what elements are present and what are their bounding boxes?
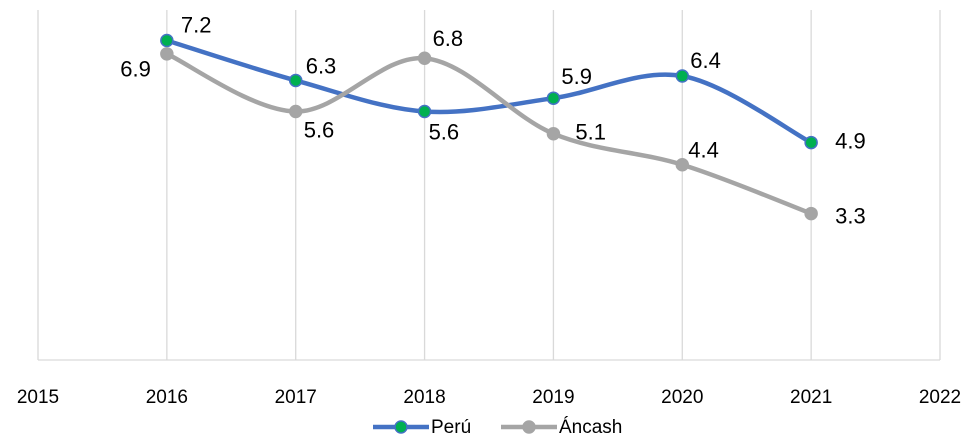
- marker: [804, 206, 818, 221]
- data-label: 5.1: [575, 120, 606, 145]
- x-tick-label: 2019: [532, 387, 574, 408]
- data-label: 5.9: [561, 64, 592, 89]
- data-label: 4.9: [835, 128, 866, 153]
- series-line: [164, 38, 814, 145]
- data-label: 7.2: [181, 12, 212, 37]
- x-tick-label: 2016: [146, 387, 188, 408]
- marker: [160, 33, 174, 48]
- marker: [417, 51, 432, 65]
- marker: [288, 104, 303, 119]
- marker: [546, 91, 561, 105]
- x-tick-label: 2022: [919, 387, 961, 408]
- marker: [288, 73, 303, 88]
- x-tick-label: 2021: [790, 387, 832, 408]
- legend-label: Perú: [431, 417, 471, 438]
- x-tick-label: 2015: [17, 387, 59, 408]
- data-label: 4.4: [688, 138, 719, 163]
- data-label: 6.4: [690, 48, 721, 73]
- data-label: 3.3: [835, 203, 866, 228]
- data-label: 6.3: [306, 53, 337, 78]
- data-label: 6.8: [433, 26, 464, 51]
- data-label: 5.6: [304, 117, 335, 142]
- marker: [417, 104, 432, 119]
- data-label: 5.6: [429, 119, 460, 144]
- x-tick-label: 2017: [275, 387, 317, 408]
- legend-marker: [394, 420, 408, 434]
- marker: [546, 126, 561, 141]
- marker: [160, 47, 174, 61]
- marker: [804, 135, 818, 150]
- marker: [675, 69, 690, 83]
- legend-marker: [522, 420, 536, 434]
- legend-label: Áncash: [559, 417, 622, 438]
- data-label: 6.9: [120, 57, 151, 82]
- marker: [675, 158, 690, 172]
- series-line: [164, 51, 814, 216]
- x-tick-label: 2020: [661, 387, 703, 408]
- x-tick-label: 2018: [403, 387, 445, 408]
